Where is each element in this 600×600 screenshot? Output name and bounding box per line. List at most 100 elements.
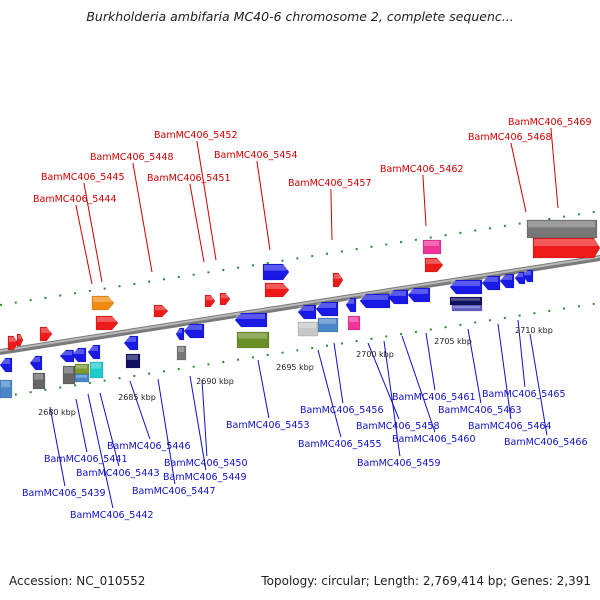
reverse-gene-label[interactable]: BamMC406_5441 (44, 454, 127, 465)
gene-feature[interactable] (7, 335, 19, 351)
gene-feature[interactable] (387, 289, 409, 305)
forward-gene-label[interactable]: BamMC406_5448 (90, 152, 173, 163)
gene-feature[interactable] (345, 297, 357, 313)
forward-gene-label[interactable]: BamMC406_5468 (468, 132, 551, 143)
gene-feature[interactable] (297, 321, 319, 337)
gene-feature[interactable] (219, 292, 231, 306)
reverse-gene-label[interactable]: BamMC406_5456 (300, 405, 383, 416)
gene-feature[interactable] (499, 273, 515, 289)
reverse-gene-label[interactable]: BamMC406_5465 (482, 389, 565, 400)
gene-feature[interactable] (526, 219, 598, 239)
gene-feature[interactable] (125, 353, 141, 369)
gene-feature[interactable] (91, 295, 115, 311)
gene-feature[interactable] (424, 257, 444, 273)
reverse-gene-label[interactable]: BamMC406_5442 (70, 510, 153, 521)
gene-feature-shine (41, 328, 50, 333)
forward-gene-leader (330, 188, 333, 241)
gene-feature-shine (317, 303, 336, 308)
forward-gene-leader (83, 182, 103, 283)
reverse-gene-label[interactable]: BamMC406_5460 (392, 434, 475, 445)
forward-gene-label[interactable]: BamMC406_5462 (380, 164, 463, 175)
scale-tick-label: 2705 kbp (434, 337, 472, 346)
reverse-gene-label[interactable]: BamMC406_5464 (468, 421, 551, 432)
gene-feature[interactable] (16, 333, 24, 347)
gene-feature[interactable] (332, 272, 344, 288)
gene-feature[interactable] (89, 361, 104, 379)
reverse-gene-label[interactable]: BamMC406_5459 (357, 458, 440, 469)
gene-feature[interactable] (514, 271, 526, 285)
gene-feature-shine (73, 349, 84, 354)
reverse-gene-label[interactable]: BamMC406_5450 (164, 458, 247, 469)
reverse-gene-label[interactable]: BamMC406_5463 (438, 405, 521, 416)
gene-feature-shine (91, 363, 101, 369)
gene-feature-shine (9, 337, 16, 342)
gene-feature[interactable] (317, 317, 339, 333)
gene-feature[interactable] (451, 304, 483, 312)
gene-feature-shine (177, 329, 182, 334)
gene-feature[interactable] (59, 349, 75, 363)
gene-feature[interactable] (74, 373, 90, 383)
reverse-gene-label[interactable]: BamMC406_5446 (107, 441, 190, 452)
gene-feature[interactable] (175, 327, 185, 341)
reverse-gene-label[interactable]: BamMC406_5449 (163, 472, 246, 483)
forward-gene-label[interactable]: BamMC406_5469 (508, 117, 591, 128)
gene-feature[interactable] (0, 357, 13, 373)
gene-feature-shine (516, 273, 523, 278)
gene-feature[interactable] (407, 287, 431, 303)
gene-feature[interactable] (29, 355, 43, 371)
gene-feature[interactable] (236, 331, 270, 349)
map-title: Burkholderia ambifaria MC40-6 chromosome… (86, 9, 514, 24)
gene-feature[interactable] (347, 315, 361, 331)
gene-feature[interactable] (262, 263, 290, 281)
forward-gene-label[interactable]: BamMC406_5445 (41, 172, 124, 183)
gene-feature[interactable] (71, 347, 87, 363)
reverse-gene-label[interactable]: BamMC406_5461 (392, 392, 475, 403)
reverse-gene-leader (257, 359, 270, 419)
reverse-gene-leader (129, 380, 151, 440)
gene-features[interactable] (0, 219, 600, 399)
gene-feature[interactable] (264, 282, 290, 298)
reverse-gene-leader (317, 349, 342, 438)
forward-gene-leader (550, 127, 559, 209)
gene-feature[interactable] (95, 315, 119, 331)
forward-gene-label[interactable]: BamMC406_5454 (214, 150, 297, 161)
gene-feature[interactable] (359, 293, 391, 309)
gene-feature-shine (1, 359, 10, 364)
gene-feature[interactable] (422, 239, 442, 255)
gene-feature[interactable] (39, 326, 53, 342)
gene-feature[interactable] (123, 335, 139, 351)
forward-gene-label[interactable]: BamMC406_5452 (154, 130, 237, 141)
gene-feature[interactable] (176, 345, 187, 361)
gene-feature[interactable] (0, 379, 13, 399)
gene-feature[interactable] (62, 365, 76, 385)
gene-feature[interactable] (234, 312, 268, 328)
forward-gene-label[interactable]: BamMC406_5457 (288, 178, 371, 189)
gene-feature[interactable] (532, 237, 600, 259)
gene-feature[interactable] (87, 344, 101, 360)
gene-feature[interactable] (183, 323, 205, 339)
topology-text: Topology: circular; Length: 2,769,414 bp… (261, 574, 591, 588)
gene-feature[interactable] (153, 304, 169, 318)
gene-feature-shine (64, 367, 73, 374)
reverse-gene-label[interactable]: BamMC406_5439 (22, 488, 105, 499)
gene-feature[interactable] (32, 372, 46, 390)
reverse-gene-label[interactable]: BamMC406_5443 (76, 468, 159, 479)
gene-feature[interactable] (481, 275, 501, 291)
reverse-gene-label[interactable]: BamMC406_5458 (356, 421, 439, 432)
reverse-gene-leader (157, 378, 176, 485)
reverse-gene-label[interactable]: BamMC406_5453 (226, 420, 309, 431)
reverse-gene-label[interactable]: BamMC406_5466 (504, 437, 587, 448)
gene-feature[interactable] (204, 294, 216, 308)
gene-feature[interactable] (522, 269, 534, 283)
gene-feature-shine (34, 374, 43, 380)
reverse-gene-label[interactable]: BamMC406_5447 (132, 486, 215, 497)
forward-gene-label[interactable]: BamMC406_5451 (147, 173, 230, 184)
reverse-gene-label[interactable]: BamMC406_5455 (298, 439, 381, 450)
gene-feature-shine (18, 335, 21, 340)
forward-gene-label[interactable]: BamMC406_5444 (33, 194, 116, 205)
gene-feature-shine (264, 265, 287, 271)
gene-feature[interactable] (297, 304, 317, 320)
gene-feature[interactable] (315, 301, 339, 317)
gene-feature[interactable] (449, 279, 483, 295)
